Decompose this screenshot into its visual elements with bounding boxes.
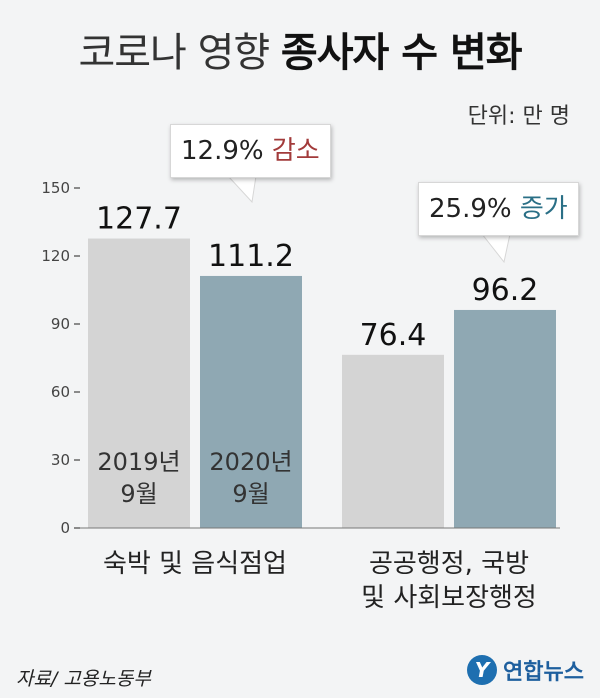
logo-text: 연합뉴스 xyxy=(503,660,584,685)
title-light: 코로나 영향 xyxy=(78,30,270,76)
category-label-0-0: 숙박 및 음식점업 xyxy=(103,549,287,579)
unit-label: 단위: 만 명 xyxy=(467,104,570,129)
y-tick-label-2: 60 xyxy=(51,383,70,401)
bar-1-0 xyxy=(200,275,302,528)
bar-value-label-0-0: 127.7 xyxy=(96,202,182,237)
callout-pointer-0 xyxy=(226,175,257,204)
decrease-callout: 12.9% 감소 xyxy=(170,124,331,178)
bar-value-label-1-0: 111.2 xyxy=(208,239,294,274)
y-tick-label-5: 150 xyxy=(41,179,70,197)
category-label-1-0: 공공행정, 국방 xyxy=(369,549,529,579)
decrease-callout-word: 감소 xyxy=(271,136,320,166)
increase-callout-word: 증가 xyxy=(519,194,568,224)
bar-1-1 xyxy=(454,309,556,528)
bar-0-1 xyxy=(342,354,444,528)
increase-callout-value: 25.9% xyxy=(429,194,512,224)
title-bold: 종사자 수 변화 xyxy=(280,30,523,76)
chart-title: 코로나 영향 종사자 수 변화 xyxy=(0,20,600,78)
series-label-0-1: 9월 xyxy=(120,480,157,508)
bar-0-0 xyxy=(88,238,190,528)
yonhap-logo: Y 연합뉴스 xyxy=(467,652,584,688)
bar-value-label-0-1: 76.4 xyxy=(360,318,427,353)
decrease-callout-value: 12.9% xyxy=(181,136,264,166)
source-note: 자료/ 고용노동부 xyxy=(16,668,151,690)
increase-callout: 25.9% 증가 xyxy=(418,182,579,236)
logo-mark-icon: Y xyxy=(467,655,498,685)
y-tick-label-0: 0 xyxy=(60,519,70,537)
series-label-1-1: 9월 xyxy=(232,480,269,508)
y-tick-label-4: 120 xyxy=(41,247,70,265)
series-label-0-0: 2019년 xyxy=(97,448,180,476)
callout-pointer-1 xyxy=(480,233,511,264)
series-label-1-0: 2020년 xyxy=(209,448,292,476)
category-label-1-1: 및 사회보장행정 xyxy=(361,583,537,613)
y-tick-label-3: 90 xyxy=(51,315,70,333)
bar-value-label-1-1: 96.2 xyxy=(472,273,539,308)
y-tick-label-1: 30 xyxy=(51,451,70,469)
